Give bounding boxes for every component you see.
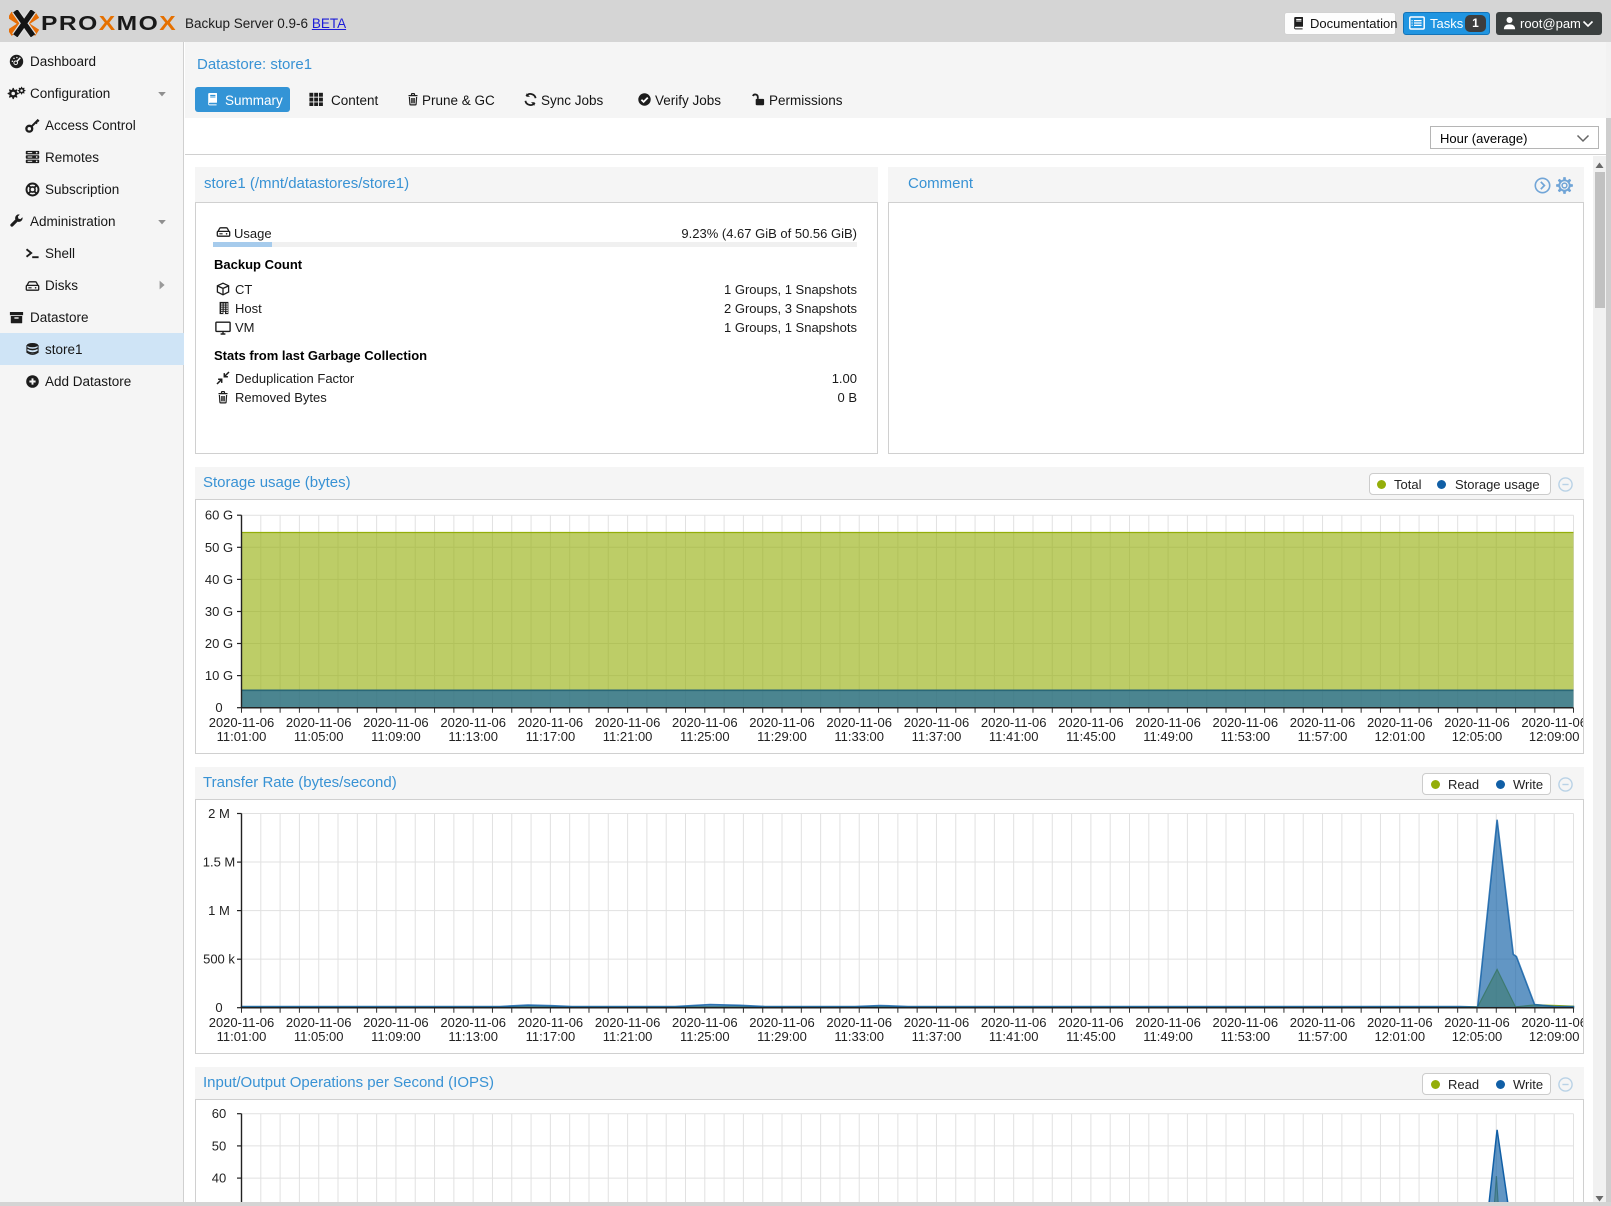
svg-text:2020-11-06: 2020-11-06 <box>672 1015 738 1030</box>
svg-text:2020-11-06: 2020-11-06 <box>595 1015 661 1030</box>
svg-text:11:53:00: 11:53:00 <box>1220 1029 1270 1044</box>
svg-text:2 M: 2 M <box>208 806 230 821</box>
svg-text:11:45:00: 11:45:00 <box>1066 729 1116 744</box>
svg-text:10 G: 10 G <box>205 668 233 683</box>
svg-text:11:13:00: 11:13:00 <box>448 1029 498 1044</box>
svg-text:11:41:00: 11:41:00 <box>989 1029 1039 1044</box>
svg-text:11:01:00: 11:01:00 <box>217 729 267 744</box>
svg-text:30 G: 30 G <box>205 604 233 619</box>
svg-text:2020-11-06: 2020-11-06 <box>981 715 1047 730</box>
svg-text:11:09:00: 11:09:00 <box>371 729 421 744</box>
svg-text:2020-11-06: 2020-11-06 <box>1135 715 1201 730</box>
svg-text:11:45:00: 11:45:00 <box>1066 1029 1116 1044</box>
svg-text:11:37:00: 11:37:00 <box>912 1029 962 1044</box>
svg-text:2020-11-06: 2020-11-06 <box>749 715 815 730</box>
svg-text:2020-11-06: 2020-11-06 <box>1213 1015 1279 1030</box>
svg-text:11:17:00: 11:17:00 <box>526 1029 576 1044</box>
svg-text:11:21:00: 11:21:00 <box>603 729 653 744</box>
svg-text:2020-11-06: 2020-11-06 <box>518 715 584 730</box>
svg-text:2020-11-06: 2020-11-06 <box>826 1015 892 1030</box>
svg-text:2020-11-06: 2020-11-06 <box>209 1015 275 1030</box>
svg-text:0: 0 <box>215 700 222 715</box>
svg-text:2020-11-06: 2020-11-06 <box>904 715 970 730</box>
svg-text:2020-11-06: 2020-11-06 <box>904 1015 970 1030</box>
svg-text:11:17:00: 11:17:00 <box>526 729 576 744</box>
svg-text:11:13:00: 11:13:00 <box>448 729 498 744</box>
svg-text:2020-11-06: 2020-11-06 <box>672 715 738 730</box>
svg-text:2020-11-06: 2020-11-06 <box>1367 715 1433 730</box>
svg-text:2020-11-06: 2020-11-06 <box>749 1015 815 1030</box>
svg-text:11:37:00: 11:37:00 <box>912 729 962 744</box>
svg-text:50: 50 <box>212 1138 226 1153</box>
svg-text:2020-11-06: 2020-11-06 <box>1135 1015 1201 1030</box>
svg-text:2020-11-06: 2020-11-06 <box>1213 715 1279 730</box>
svg-text:2020-11-06: 2020-11-06 <box>595 715 661 730</box>
svg-text:2020-11-06: 2020-11-06 <box>1290 1015 1356 1030</box>
svg-text:60: 60 <box>212 1106 226 1121</box>
svg-text:1.5 M: 1.5 M <box>203 855 236 870</box>
svg-text:2020-11-06: 2020-11-06 <box>440 715 506 730</box>
svg-text:2020-11-06: 2020-11-06 <box>286 1015 352 1030</box>
svg-text:40: 40 <box>212 1171 226 1186</box>
svg-text:11:57:00: 11:57:00 <box>1298 1029 1348 1044</box>
svg-text:11:21:00: 11:21:00 <box>603 1029 653 1044</box>
svg-text:11:09:00: 11:09:00 <box>371 1029 421 1044</box>
svg-text:2020-11-06: 2020-11-06 <box>1367 1015 1433 1030</box>
svg-text:2020-11-06: 2020-11-06 <box>1058 1015 1124 1030</box>
svg-text:12:05:00: 12:05:00 <box>1452 729 1503 744</box>
svg-text:12:01:00: 12:01:00 <box>1374 729 1425 744</box>
svg-text:2020-11-06: 2020-11-06 <box>826 715 892 730</box>
svg-text:11:05:00: 11:05:00 <box>294 729 344 744</box>
svg-text:11:41:00: 11:41:00 <box>989 729 1039 744</box>
svg-text:11:53:00: 11:53:00 <box>1220 729 1270 744</box>
svg-text:12:09:00: 12:09:00 <box>1529 1029 1580 1044</box>
svg-text:2020-11-06: 2020-11-06 <box>1290 715 1356 730</box>
svg-text:11:25:00: 11:25:00 <box>680 729 730 744</box>
svg-text:11:29:00: 11:29:00 <box>757 1029 807 1044</box>
svg-text:2020-11-06: 2020-11-06 <box>286 715 352 730</box>
svg-text:2020-11-06: 2020-11-06 <box>440 1015 506 1030</box>
svg-text:2020-11-06: 2020-11-06 <box>363 715 429 730</box>
svg-text:2020-11-06: 2020-11-06 <box>363 1015 429 1030</box>
svg-text:11:29:00: 11:29:00 <box>757 729 807 744</box>
svg-text:2020-11-06: 2020-11-06 <box>981 1015 1047 1030</box>
svg-text:2020-11-06: 2020-11-06 <box>1521 715 1583 730</box>
svg-text:11:57:00: 11:57:00 <box>1298 729 1348 744</box>
svg-text:60 G: 60 G <box>205 508 233 523</box>
svg-text:11:33:00: 11:33:00 <box>834 729 884 744</box>
svg-text:2020-11-06: 2020-11-06 <box>518 1015 584 1030</box>
svg-text:11:49:00: 11:49:00 <box>1143 729 1193 744</box>
svg-text:11:01:00: 11:01:00 <box>217 1029 267 1044</box>
svg-text:12:09:00: 12:09:00 <box>1529 729 1580 744</box>
svg-text:0: 0 <box>215 1000 222 1015</box>
svg-text:40 G: 40 G <box>205 572 233 587</box>
svg-text:500 k: 500 k <box>203 952 235 967</box>
svg-text:2020-11-06: 2020-11-06 <box>1444 1015 1510 1030</box>
svg-text:1 M: 1 M <box>208 903 230 918</box>
svg-text:2020-11-06: 2020-11-06 <box>1521 1015 1583 1030</box>
svg-text:12:01:00: 12:01:00 <box>1374 1029 1425 1044</box>
svg-text:11:33:00: 11:33:00 <box>834 1029 884 1044</box>
svg-text:11:05:00: 11:05:00 <box>294 1029 344 1044</box>
svg-text:11:49:00: 11:49:00 <box>1143 1029 1193 1044</box>
svg-text:50 G: 50 G <box>205 540 233 555</box>
svg-text:20 G: 20 G <box>205 636 233 651</box>
svg-text:12:05:00: 12:05:00 <box>1452 1029 1503 1044</box>
svg-text:11:25:00: 11:25:00 <box>680 1029 730 1044</box>
svg-text:2020-11-06: 2020-11-06 <box>1444 715 1510 730</box>
svg-text:2020-11-06: 2020-11-06 <box>209 715 275 730</box>
svg-text:2020-11-06: 2020-11-06 <box>1058 715 1124 730</box>
